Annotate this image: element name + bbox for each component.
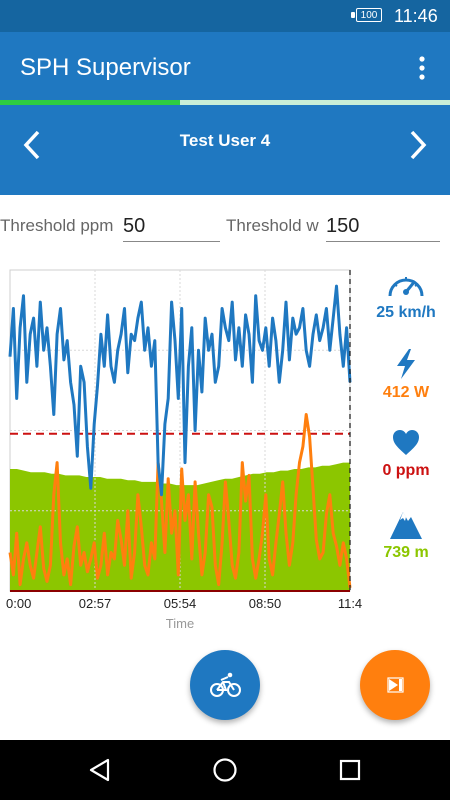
skip-next-icon: [387, 677, 404, 693]
more-vert-icon[interactable]: [410, 54, 434, 82]
chevron-right-icon[interactable]: [402, 125, 432, 165]
threshold-ppm-label: Threshold ppm: [0, 216, 114, 235]
speedometer-icon: [388, 277, 424, 297]
progress-fill: [0, 100, 180, 105]
back-triangle-icon[interactable]: [88, 758, 112, 782]
skip-next-button[interactable]: [360, 650, 430, 720]
power-stat: 412 W: [362, 348, 450, 402]
bicycle-button[interactable]: [190, 650, 260, 720]
app-title: SPH Supervisor: [20, 54, 191, 81]
speed-value: 25 km/h: [376, 304, 436, 321]
speed-stat: 25 km/h: [362, 270, 450, 322]
session-progress-bar: [0, 100, 450, 105]
speed-series-line: [8, 284, 352, 497]
altitude-value: 739 m: [383, 544, 429, 561]
x-tick-label: 11:4: [338, 596, 362, 611]
x-tick-label: 02:57: [79, 596, 112, 611]
threshold-w-label: Threshold w: [226, 216, 319, 235]
threshold-w-input[interactable]: [326, 211, 440, 242]
x-tick-label: 05:54: [164, 596, 197, 611]
user-name: Test User 4: [179, 131, 271, 150]
status-bar: 100 11:46: [0, 0, 450, 32]
battery-icon: 100: [356, 8, 382, 22]
lightning-icon: [397, 349, 415, 379]
heart-icon: [393, 430, 419, 455]
app-bar: SPH Supervisor: [0, 32, 450, 102]
x-tick-label: 0:00: [6, 596, 31, 611]
heart-stat: 0 ppm: [362, 428, 450, 480]
bicycle-icon: [210, 672, 241, 697]
system-nav-bar: [0, 740, 450, 800]
heart-value: 0 ppm: [382, 462, 430, 479]
status-time: 11:46: [394, 6, 438, 26]
x-axis-label: Time: [166, 616, 194, 631]
chevron-left-icon[interactable]: [18, 125, 48, 165]
telemetry-chart: 0:00 02:57 05:54 08:50 11:4 Time: [0, 260, 362, 640]
user-navigator: Test User 4: [0, 105, 450, 195]
altitude-stat: 739 m: [362, 508, 450, 562]
recents-square-icon[interactable]: [339, 759, 361, 781]
stats-panel: 25 km/h 412 W 0 ppm 739 m: [362, 262, 450, 592]
battery-tip: [351, 12, 355, 18]
power-series-line: [8, 413, 352, 588]
x-tick-label: 08:50: [249, 596, 282, 611]
home-icon[interactable]: [212, 757, 238, 783]
threshold-ppm-input[interactable]: [123, 211, 220, 242]
threshold-row: Threshold ppm Threshold w: [0, 205, 450, 245]
mountain-icon: [390, 512, 422, 539]
power-value: 412 W: [382, 384, 430, 401]
